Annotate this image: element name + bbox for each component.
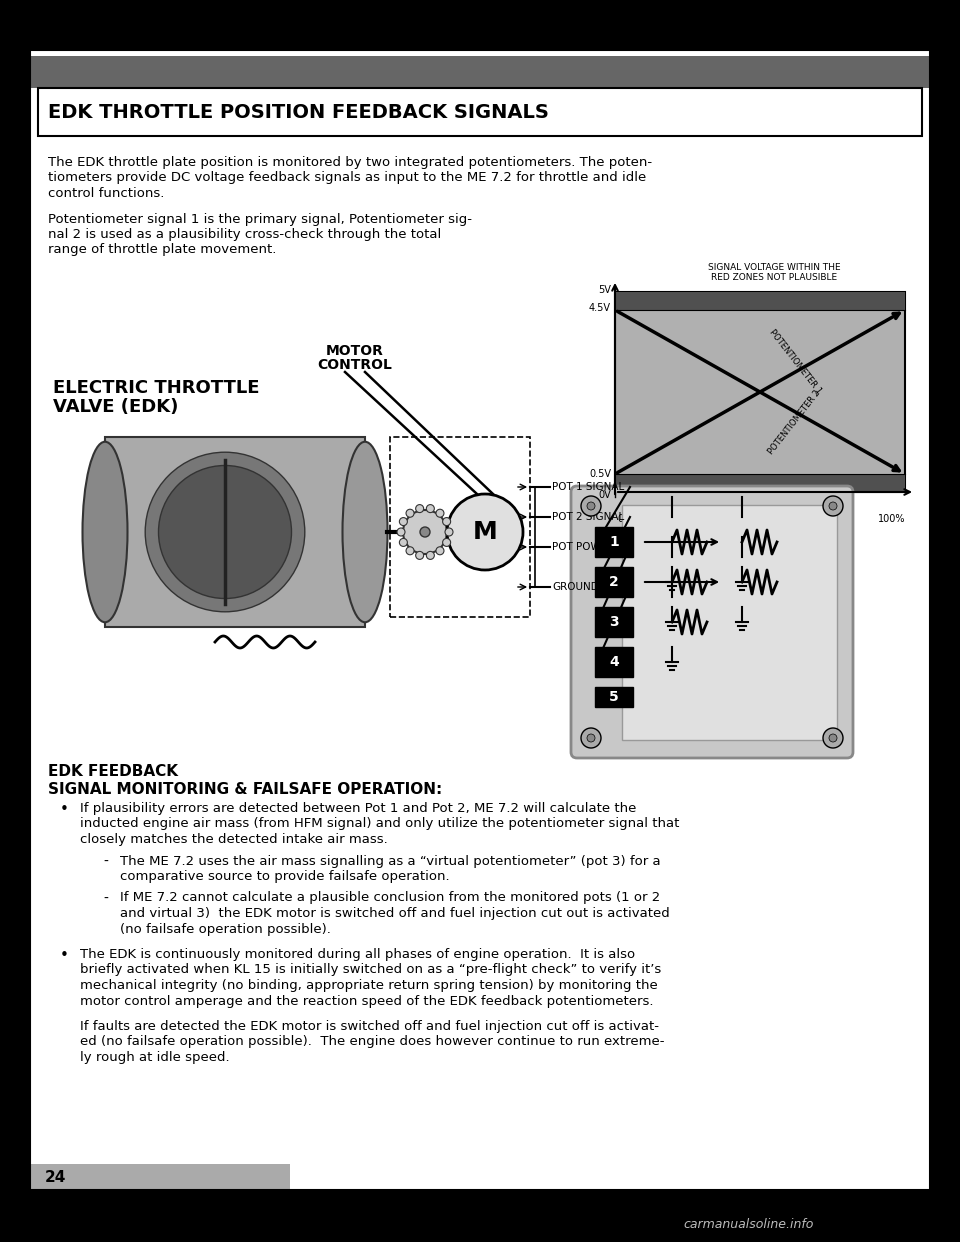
Circle shape [397,528,405,537]
Text: VALVE (EDK): VALVE (EDK) [53,397,179,416]
Circle shape [823,496,843,515]
Text: The EDK throttle plate position is monitored by two integrated potentiometers. T: The EDK throttle plate position is monit… [48,156,652,169]
Text: If plausibility errors are detected between Pot 1 and Pot 2, ME 7.2 will calcula: If plausibility errors are detected betw… [80,802,636,815]
Text: 0V: 0V [598,491,611,501]
FancyBboxPatch shape [571,486,853,758]
Circle shape [829,734,837,741]
Text: motor control amperage and the reaction speed of the EDK feedback potentiometers: motor control amperage and the reaction … [80,995,654,1007]
Text: 100%: 100% [877,514,905,524]
Text: 2: 2 [610,575,619,589]
Circle shape [420,527,430,537]
Bar [595,607,633,637]
Circle shape [426,504,434,513]
Text: CONTROL: CONTROL [318,358,393,373]
Bar [390,437,530,617]
Text: If ME 7.2 cannot calculate a plausible conclusion from the monitored pots (1 or : If ME 7.2 cannot calculate a plausible c… [120,892,660,904]
Circle shape [426,551,434,559]
Text: Potentiometer signal 1 is the primary signal, Potentiometer sig-: Potentiometer signal 1 is the primary si… [48,212,472,226]
Bar [615,292,905,492]
Text: THROTTLE PLATE POSITION: THROTTLE PLATE POSITION [693,505,827,515]
Ellipse shape [343,442,388,622]
Text: 1: 1 [610,535,619,549]
Text: M: M [472,520,497,544]
Text: and virtual 3)  the EDK motor is switched off and fuel injection cut out is acti: and virtual 3) the EDK motor is switched… [120,907,670,920]
Circle shape [399,539,407,546]
Text: •: • [60,948,69,963]
Bar [30,56,930,88]
Text: EDK FEEDBACK: EDK FEEDBACK [48,764,178,779]
Circle shape [447,494,523,570]
Circle shape [403,510,447,554]
Text: -: - [103,854,108,868]
Circle shape [436,509,444,517]
Bar [105,437,365,627]
Text: ed (no failsafe operation possible).  The engine does however continue to run ex: ed (no failsafe operation possible). The… [80,1036,664,1048]
Text: •: • [60,802,69,817]
Text: 3: 3 [610,615,619,628]
Circle shape [443,539,450,546]
Circle shape [587,502,595,510]
Circle shape [829,502,837,510]
Bar [595,647,633,677]
Text: tiometers provide DC voltage feedback signals as input to the ME 7.2 for throttl: tiometers provide DC voltage feedback si… [48,171,646,185]
Text: EDK THROTTLE POSITION FEEDBACK SIGNALS: EDK THROTTLE POSITION FEEDBACK SIGNALS [48,103,549,122]
Text: nal 2 is used as a plausibility cross-check through the total: nal 2 is used as a plausibility cross-ch… [48,229,442,241]
Text: 0.5V: 0.5V [589,469,611,479]
Circle shape [406,546,414,555]
Circle shape [158,466,292,599]
Text: The EDK is continuously monitored during all phases of engine operation.  It is : The EDK is continuously monitored during… [80,948,636,961]
Bar [615,474,905,492]
Text: carmanualsoline.info: carmanualsoline.info [684,1217,814,1231]
Circle shape [145,452,305,612]
Text: 4.5V: 4.5V [589,303,611,313]
Circle shape [416,551,423,559]
Circle shape [445,528,453,537]
Text: If faults are detected the EDK motor is switched off and fuel injection cut off : If faults are detected the EDK motor is … [80,1020,659,1033]
Text: range of throttle plate movement.: range of throttle plate movement. [48,243,276,257]
Text: POTENTIOMETER 2: POTENTIOMETER 2 [767,388,823,456]
Text: mechanical integrity (no binding, appropriate return spring tension) by monitori: mechanical integrity (no binding, approp… [80,979,658,992]
Text: (no failsafe operation possible).: (no failsafe operation possible). [120,923,331,935]
Bar [30,1164,290,1190]
Text: briefly activated when KL 15 is initially switched on as a “pre-flight check” to: briefly activated when KL 15 is initiall… [80,964,661,976]
Text: inducted engine air mass (from HFM signal) and only utilize the potentiometer si: inducted engine air mass (from HFM signa… [80,817,680,831]
Text: control functions.: control functions. [48,188,164,200]
Text: MOTOR: MOTOR [326,344,384,358]
Circle shape [416,504,423,513]
Text: RED ZONES NOT PLAUSIBLE: RED ZONES NOT PLAUSIBLE [711,273,837,282]
Circle shape [443,518,450,525]
Bar [595,687,633,707]
Text: POT 1 SIGNAL: POT 1 SIGNAL [552,482,624,492]
Bar [615,292,905,310]
Text: comparative source to provide failsafe operation.: comparative source to provide failsafe o… [120,869,449,883]
Text: 4: 4 [610,655,619,669]
Text: The ME 7.2 uses the air mass signalling as a “virtual potentiometer” (pot 3) for: The ME 7.2 uses the air mass signalling … [120,854,660,867]
Text: closely matches the detected intake air mass.: closely matches the detected intake air … [80,833,388,846]
Text: SIGNAL VOLTAGE WITHIN THE: SIGNAL VOLTAGE WITHIN THE [708,263,841,272]
Text: 24: 24 [45,1170,66,1185]
Circle shape [581,728,601,748]
Bar [595,568,633,597]
Text: ly rough at idle speed.: ly rough at idle speed. [80,1051,229,1064]
Bar [38,88,922,137]
Bar [622,505,837,740]
Circle shape [436,546,444,555]
Text: ELECTRIC THROTTLE: ELECTRIC THROTTLE [53,379,259,397]
Circle shape [823,728,843,748]
Text: 5: 5 [610,691,619,704]
Circle shape [587,734,595,741]
Text: -: - [103,892,108,905]
Circle shape [406,509,414,517]
Text: POTENTIOMETER 1: POTENTIOMETER 1 [767,328,823,396]
Circle shape [399,518,407,525]
Ellipse shape [83,442,128,622]
Text: POT POWER: POT POWER [552,542,614,551]
Text: GROUND: GROUND [552,582,599,592]
Text: 5V: 5V [598,284,611,296]
Circle shape [581,496,601,515]
Text: POT 2 SIGNAL: POT 2 SIGNAL [552,512,624,522]
Bar [595,527,633,556]
Text: 0: 0 [617,514,623,524]
Text: SIGNAL MONITORING & FAILSAFE OPERATION:: SIGNAL MONITORING & FAILSAFE OPERATION: [48,782,443,797]
